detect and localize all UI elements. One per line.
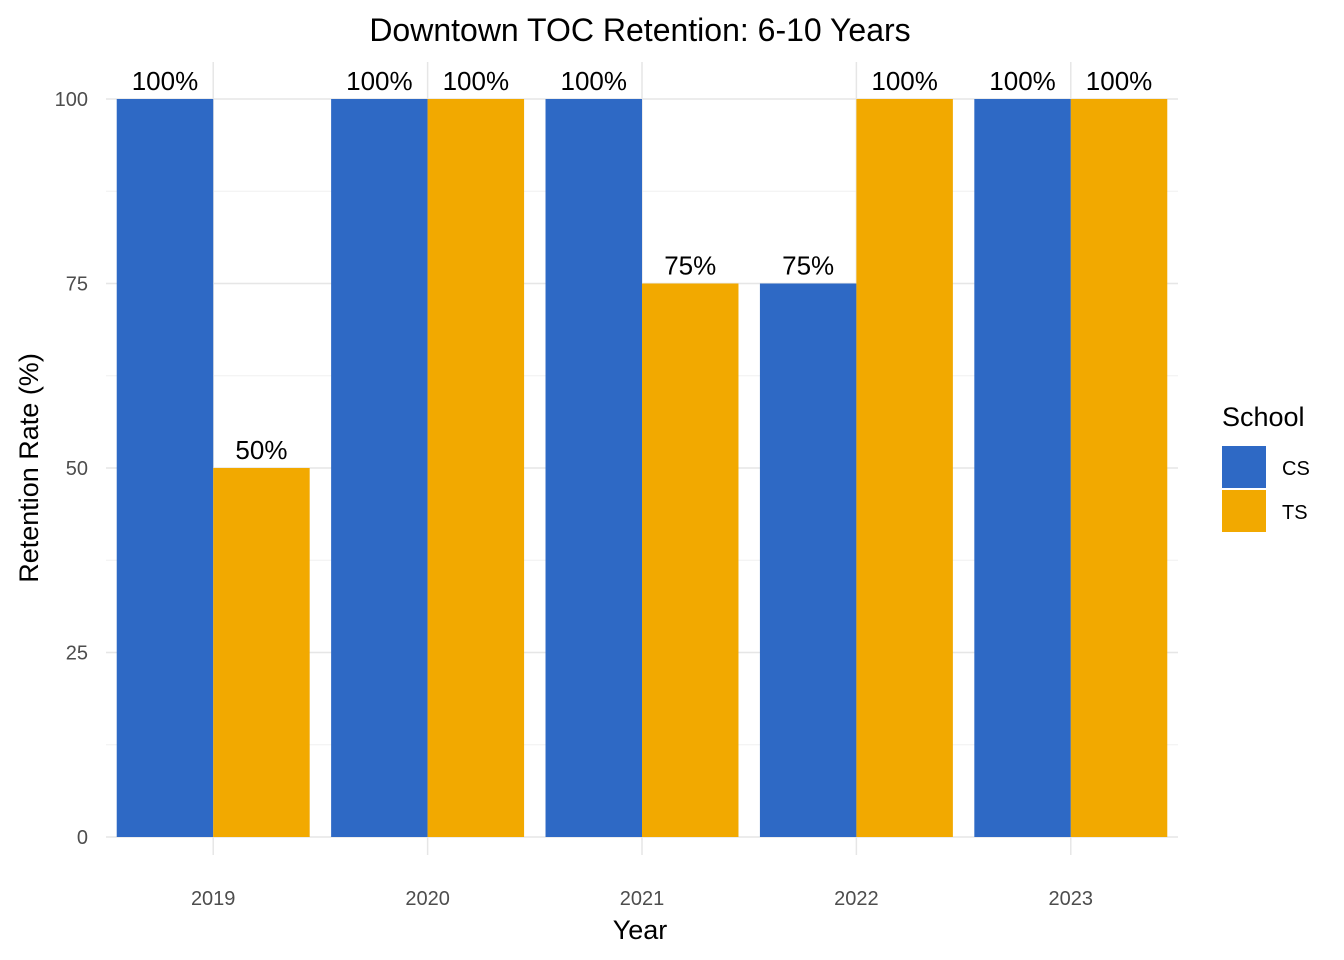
y-axis-label: Retention Rate (%) xyxy=(14,353,44,583)
legend-key-ts xyxy=(1222,490,1266,532)
chart-title: Downtown TOC Retention: 6-10 Years xyxy=(369,12,910,48)
bar-cs-2022 xyxy=(759,283,857,837)
bar-ts-2020 xyxy=(427,99,525,837)
x-tick-label: 2019 xyxy=(191,888,236,910)
y-tick-label: 0 xyxy=(77,827,88,849)
value-label-cs-2020: 100% xyxy=(346,66,413,96)
value-label-ts-2019: 50% xyxy=(235,435,287,465)
legend: School CS TS xyxy=(1222,402,1310,532)
value-label-cs-2021: 100% xyxy=(561,66,628,96)
value-label-ts-2020: 100% xyxy=(443,66,510,96)
value-label-ts-2021: 75% xyxy=(664,251,716,281)
value-label-cs-2022: 75% xyxy=(782,251,834,281)
bar-cs-2020 xyxy=(331,99,428,837)
legend-label-cs: CS xyxy=(1282,458,1310,480)
legend-label-ts: TS xyxy=(1282,502,1308,524)
bar-cs-2021 xyxy=(545,99,642,837)
value-labels: 100% 50% 100% 100% 100% 75% 75% 100% 100% 100% xyxy=(132,66,1153,465)
legend-key-cs xyxy=(1222,446,1266,488)
bar-ts-2022 xyxy=(856,99,953,837)
x-axis-ticks: 2019 2020 2021 2022 2023 xyxy=(191,888,1093,910)
bars xyxy=(116,99,1168,837)
y-tick-label: 25 xyxy=(66,643,88,665)
bar-ts-2023 xyxy=(1070,99,1168,837)
y-tick-label: 100 xyxy=(55,89,88,111)
bar-cs-2019 xyxy=(116,99,214,837)
y-tick-label: 50 xyxy=(66,458,88,480)
legend-title: School xyxy=(1222,402,1305,432)
x-tick-label: 2022 xyxy=(834,888,879,910)
bar-cs-2023 xyxy=(974,99,1071,837)
value-label-cs-2023: 100% xyxy=(989,66,1056,96)
x-tick-label: 2021 xyxy=(620,888,665,910)
x-axis-label: Year xyxy=(613,915,668,945)
x-tick-label: 2020 xyxy=(405,888,450,910)
y-tick-label: 75 xyxy=(66,274,88,296)
bar-ts-2019 xyxy=(213,468,310,837)
bar-ts-2021 xyxy=(642,283,739,837)
value-label-cs-2019: 100% xyxy=(132,66,199,96)
y-axis-ticks: 0 25 50 75 100 xyxy=(55,89,88,849)
value-label-ts-2022: 100% xyxy=(871,66,938,96)
value-label-ts-2023: 100% xyxy=(1086,66,1153,96)
x-tick-label: 2023 xyxy=(1049,888,1094,910)
